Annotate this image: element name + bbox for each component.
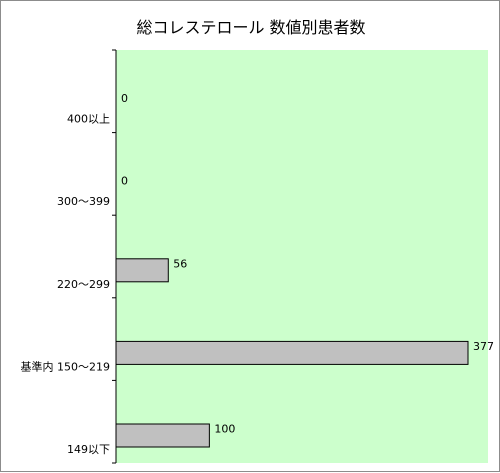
y-axis-ticks — [112, 49, 116, 464]
bars — [115, 258, 469, 448]
value-label: 377 — [473, 340, 494, 353]
bar — [115, 258, 169, 283]
value-label: 0 — [121, 92, 128, 105]
category-label: 149以下 — [67, 443, 110, 456]
category-label: 基準内 150～219 — [21, 359, 111, 373]
category-label: 220～299 — [57, 278, 110, 291]
category-label: 300～399 — [57, 195, 110, 208]
value-label: 100 — [214, 423, 235, 436]
value-label: 0 — [121, 175, 128, 188]
value-labels: 0 0 56 377 100 — [121, 92, 494, 435]
category-label: 400以上 — [67, 113, 110, 126]
chart-title: 総コレステロール 数値別患者数 — [136, 18, 365, 37]
category-labels: 400以上 300～399 220～299 基準内 150～219 149以下 — [21, 113, 111, 456]
plot-area — [116, 50, 488, 463]
bar — [115, 423, 210, 448]
bar — [115, 340, 469, 365]
value-label: 56 — [173, 257, 187, 270]
